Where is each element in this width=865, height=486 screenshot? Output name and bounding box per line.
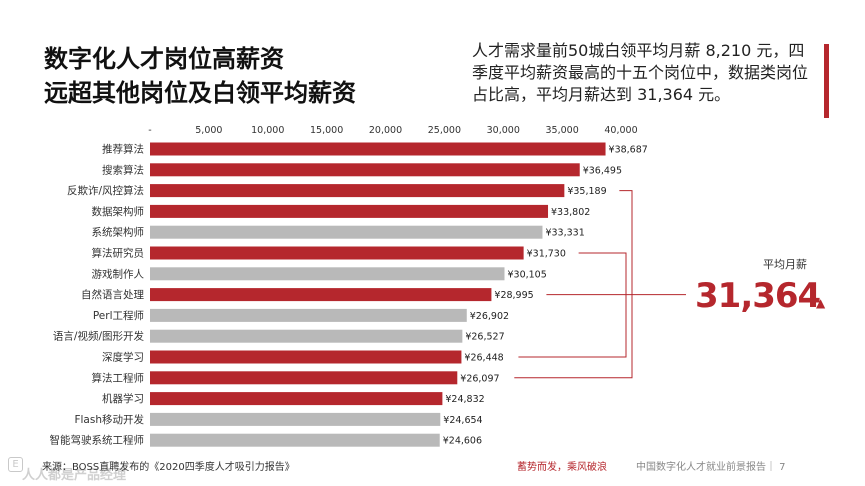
source-note: 来源：BOSS直聘发布的《2020四季度人才吸引力报告》 (42, 462, 295, 473)
bar (150, 288, 492, 302)
bar (150, 204, 549, 218)
bar (150, 163, 580, 177)
bar-value-label: ¥38,687 (609, 145, 648, 156)
x-tick-label: 5,000 (195, 125, 222, 136)
average-salary-label: 平均月薪 (763, 258, 807, 271)
bar (150, 246, 524, 260)
category-label: 反欺诈/风控算法 (67, 184, 144, 197)
category-label: 游戏制作人 (92, 267, 145, 280)
page-title: 数字化人才岗位高薪资 远超其他岗位及白领平均薪资 (44, 42, 356, 110)
bar (150, 433, 440, 447)
x-tick-label: - (148, 125, 151, 136)
x-tick-label: 30,000 (487, 125, 520, 136)
category-label: 深度学习 (102, 351, 144, 364)
bar-value-label: ¥36,495 (583, 165, 622, 176)
x-tick-label: 40,000 (604, 125, 637, 136)
x-tick-label: 35,000 (546, 125, 579, 136)
title-line-2: 远超其他岗位及白领平均薪资 (44, 79, 356, 107)
bar-value-label: ¥24,654 (443, 415, 482, 426)
bar (150, 412, 441, 426)
footer-report-title: 中国数字化人才就业前景报告｜ 7 (636, 462, 786, 473)
category-label: 自然语言处理 (81, 288, 144, 301)
bar-value-label: ¥33,802 (551, 207, 590, 218)
outer-bracket-line (514, 190, 633, 379)
x-tick-label: 25,000 (428, 125, 461, 136)
bar (150, 329, 463, 343)
title-line-1: 数字化人才岗位高薪资 (44, 45, 284, 73)
average-salary-value: 31,364 (695, 276, 821, 316)
category-label: Flash移动开发 (74, 413, 144, 426)
category-label: 推荐算法 (102, 143, 144, 156)
bar-value-label: ¥26,448 (464, 353, 503, 364)
x-tick-label: 20,000 (369, 125, 402, 136)
bar-value-label: ¥26,902 (470, 311, 509, 322)
bar (150, 392, 443, 406)
category-label: 搜索算法 (102, 163, 144, 176)
category-label: 数据架构师 (92, 205, 145, 218)
x-tick-label: 15,000 (310, 125, 343, 136)
bar (150, 184, 565, 198)
intro-text: 人才需求量前50城白领平均月薪 8,210 元，四季度平均薪资最高的十五个岗位中… (472, 41, 809, 104)
bar (150, 350, 462, 364)
bar-value-label: ¥26,097 (460, 373, 499, 384)
category-label: 算法研究员 (92, 247, 145, 260)
bar-value-label: ¥31,730 (527, 249, 566, 260)
category-label: 机器学习 (102, 392, 144, 405)
watermark-logo-icon: E (8, 457, 23, 472)
category-label: 语言/视频/图形开发 (53, 330, 145, 343)
category-label: Perl工程师 (93, 309, 144, 322)
footer-slogan: 蓄势而发，乘风破浪 (517, 462, 607, 473)
inner-bracket-line (518, 252, 627, 358)
bar-value-label: ¥30,105 (507, 269, 546, 280)
watermark-text: 人人都是产品经理 (22, 468, 127, 483)
category-label: 算法工程师 (92, 371, 145, 384)
intro-accent-bar (824, 44, 829, 118)
average-up-arrow-icon: ▲ (816, 296, 826, 310)
bar (150, 267, 505, 281)
bar-value-label: ¥24,832 (445, 394, 484, 405)
category-label: 智能驾驶系统工程师 (50, 434, 145, 447)
bar (150, 142, 606, 156)
bar (150, 371, 458, 385)
bar-value-label: ¥26,527 (465, 332, 504, 343)
category-label: 系统架构师 (92, 226, 145, 239)
bar-value-label: ¥35,189 (567, 186, 606, 197)
x-tick-label: 10,000 (251, 125, 284, 136)
salary-bar-chart: - 5,000 10,000 15,000 20,000 25,000 30,000 35,0… (50, 125, 686, 447)
bar-value-label: ¥28,995 (494, 290, 533, 301)
bar-value-label: ¥33,331 (545, 228, 584, 239)
bar (150, 225, 543, 239)
bar (150, 308, 467, 322)
bar-value-label: ¥24,606 (443, 436, 482, 447)
